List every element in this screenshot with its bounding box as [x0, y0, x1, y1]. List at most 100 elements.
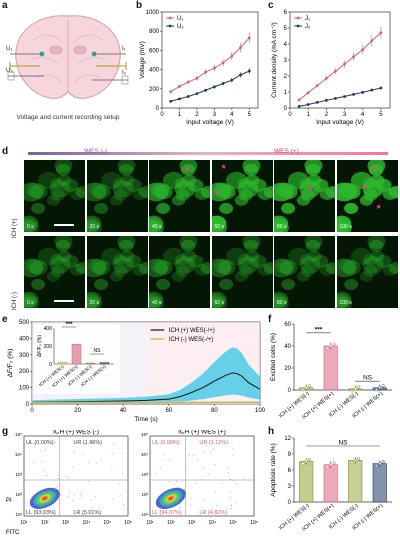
cytometry-plot-title: ICH (+) WES (+)	[178, 430, 226, 436]
panel-label-e: e	[2, 314, 8, 325]
cell-blob	[362, 180, 384, 198]
density-contour	[168, 497, 173, 500]
data-point	[239, 73, 242, 77]
cell-blob	[138, 262, 148, 275]
legend-marker	[168, 24, 172, 28]
data-point	[204, 70, 208, 74]
cell-blob	[62, 254, 79, 268]
inset-bar	[85, 362, 96, 365]
cell-blob	[149, 291, 164, 307]
microscopy-frame: 0 s	[24, 160, 85, 232]
data-point	[334, 69, 337, 73]
cell-blob	[132, 187, 147, 200]
inset-bar	[99, 362, 110, 365]
x-tick-label: 4	[361, 112, 365, 118]
timestamp-label: 0 s	[27, 300, 34, 306]
legend-label: U₁	[177, 16, 183, 22]
bar	[348, 460, 363, 503]
inset-sig-label: NS	[94, 348, 102, 354]
timestamp-label: 60 s	[214, 224, 224, 230]
cell-blob	[112, 256, 134, 274]
cell-blob	[305, 163, 321, 176]
y-tick-label: 60	[284, 322, 291, 328]
event-dot	[231, 507, 233, 509]
legend-marker	[296, 16, 300, 20]
series-line	[170, 37, 250, 93]
cell-blob	[336, 294, 352, 308]
cell-blob	[69, 263, 85, 276]
x-tick-label: 1	[178, 112, 182, 118]
x-tick-label: 80	[211, 408, 218, 414]
cell-blob	[24, 182, 43, 202]
event-dot	[98, 507, 100, 509]
cell-blob	[274, 220, 287, 232]
y-tick-label: 500	[19, 320, 30, 326]
data-point	[334, 97, 337, 100]
replicate-point	[329, 344, 333, 348]
event-dot	[200, 479, 202, 481]
cell-blob	[119, 174, 134, 186]
event-dot	[79, 494, 81, 496]
replicate-point	[374, 388, 378, 392]
cell-blob	[257, 187, 272, 200]
cell-blob	[46, 271, 61, 282]
event-dot	[229, 478, 231, 480]
event-dot	[113, 443, 115, 445]
x-tick-label: 0	[30, 408, 34, 414]
x-tick-label: 5	[248, 112, 252, 118]
y-tick-label: 6	[284, 10, 288, 16]
event-dot	[169, 481, 171, 483]
event-dot	[236, 483, 238, 485]
cell-blob	[116, 160, 135, 173]
panel-label-f: f	[268, 314, 272, 325]
cell-blob	[338, 258, 358, 274]
cell-blob	[86, 220, 99, 232]
x-tick-label: 10⁵	[229, 520, 237, 526]
y-tick-label: 10⁵	[15, 432, 22, 437]
image-background	[274, 236, 335, 308]
data-point	[221, 82, 225, 85]
cell-blob	[319, 263, 335, 276]
cell-blob	[299, 254, 314, 266]
y-tick-label: 0	[26, 402, 30, 408]
y-tick-label: 12	[284, 436, 291, 442]
sig-label: NS	[338, 440, 348, 447]
replicate-point	[325, 346, 329, 350]
timestamp-label: 100 s	[339, 224, 352, 230]
event-dot	[195, 482, 197, 484]
replicate-point	[350, 460, 354, 464]
wes-negative-label: WES (-)	[84, 148, 108, 155]
timestamp-label: 80 s	[277, 300, 287, 306]
y-tick-label: 3	[284, 58, 288, 64]
scale-bar	[54, 224, 74, 226]
event-dot	[181, 481, 183, 483]
microscopy-frame: 80 s *	[274, 160, 335, 232]
event-dot	[87, 461, 89, 463]
event-dot	[121, 472, 123, 474]
cell-blob	[151, 258, 170, 274]
data-point	[169, 90, 173, 94]
data-point	[352, 93, 356, 96]
data-point	[195, 76, 199, 80]
cell-blob	[281, 278, 296, 290]
image-background	[336, 236, 398, 308]
replicate-point	[332, 461, 336, 465]
cell-blob	[304, 236, 323, 249]
event-dot	[227, 471, 229, 473]
x-tick-label: 60	[165, 408, 172, 414]
cell-blob	[276, 182, 295, 198]
event-dot	[71, 500, 73, 502]
event-dot	[231, 447, 233, 449]
event-dot	[192, 454, 194, 456]
event-dot	[203, 498, 205, 500]
microscopy-frame: 40 s *	[149, 160, 210, 232]
x-tick-label: 10⁶	[250, 520, 258, 526]
microscopy-frame: 100 s	[336, 236, 398, 308]
event-dot	[95, 462, 97, 464]
panel-label-d: d	[2, 146, 9, 157]
event-dot	[71, 466, 73, 468]
fluorescence-image	[86, 160, 148, 232]
data-point	[221, 61, 225, 65]
